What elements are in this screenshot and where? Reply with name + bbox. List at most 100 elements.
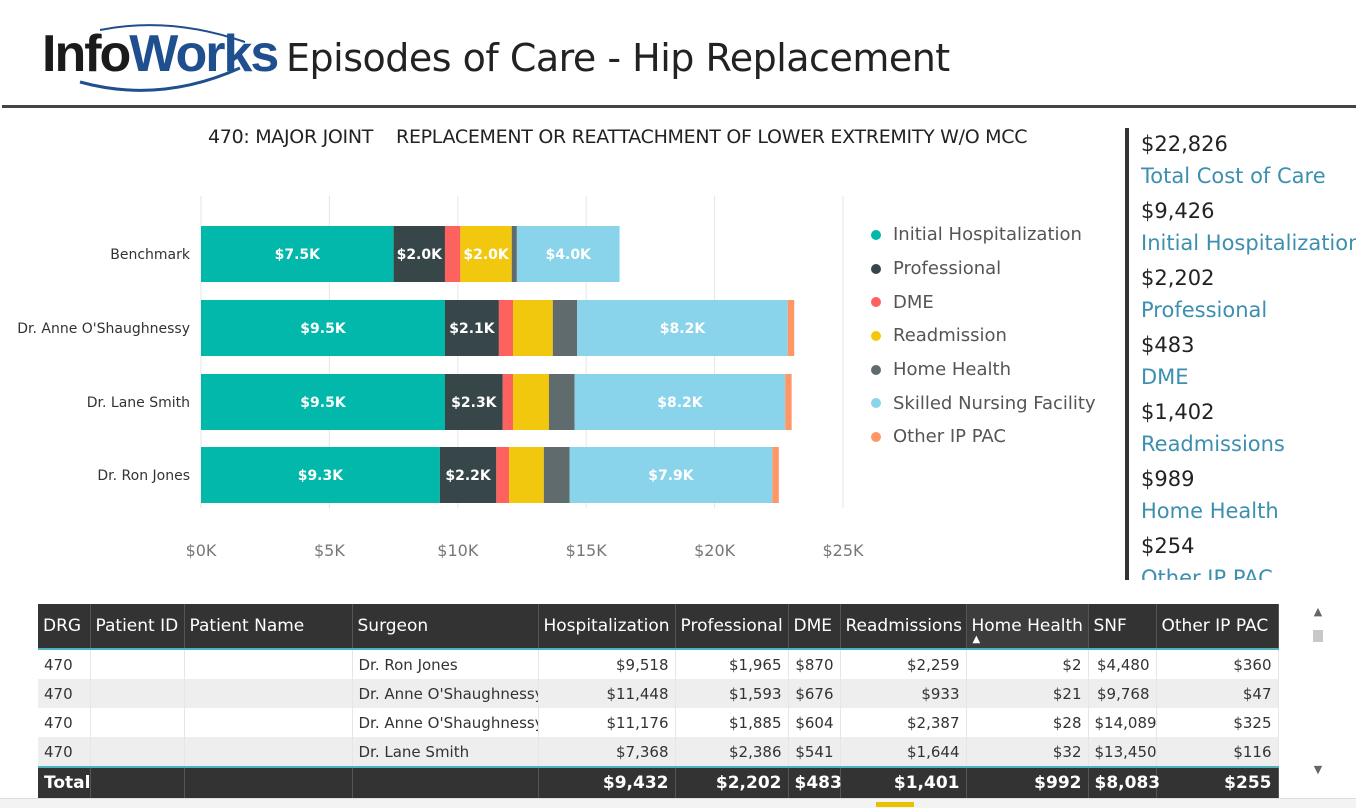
column-header[interactable]: Home Health ▲ [966,604,1089,649]
table-row[interactable]: 470 Dr. Anne O'Shaughnessy $11,448 $1,593 $6… [38,679,1279,708]
bar-segment[interactable] [516,226,620,282]
bar-segment[interactable] [444,226,461,282]
column-header[interactable]: DRG [38,604,91,649]
bar-segment[interactable] [496,447,510,503]
logo-wordmark: InfoWorks [42,25,279,83]
x-tick-label: $5K [314,541,345,560]
bar-segment[interactable] [201,374,445,430]
kpi-card: $9,426 Initial Hospitalization [1141,195,1356,262]
kpi-label: Other IP PAC [1141,566,1273,580]
table-row[interactable]: 470 Dr. Ron Jones $9,518 $1,965 $870 $2,259 $2… [38,649,1279,679]
page-tabs-strip [0,798,1356,808]
bar-segment[interactable] [393,226,445,282]
table-cell [90,679,185,708]
legend-item[interactable]: Initial Hospitalization [868,218,1096,252]
column-header[interactable]: Hospitalization [538,604,676,649]
logo-text-works: Works [129,25,279,83]
bar-segment[interactable] [513,300,553,356]
column-header[interactable]: Professional [675,604,789,649]
table-cell: Dr. Anne O'Shaughnessy [352,679,539,708]
sort-ascending-icon[interactable]: ▲ [972,634,981,645]
legend-item[interactable]: Skilled Nursing Facility [868,386,1096,420]
category-label: Dr. Lane Smith [87,395,190,411]
legend-dot-icon [871,398,881,409]
column-header[interactable]: Surgeon [352,604,539,649]
table-cell: $2,387 [840,708,967,737]
active-page-indicator[interactable] [876,802,914,807]
header-divider [2,105,1356,108]
table-cell: $9,768 [1088,679,1157,708]
bar-segment[interactable] [548,374,575,430]
table-cell: $1,593 [675,679,789,708]
column-header[interactable]: SNF [1088,604,1157,649]
table-cell: 470 [38,649,91,679]
bar-segment[interactable] [511,226,517,282]
bar-segment[interactable] [201,447,440,503]
x-tick-label: $25K [822,541,864,560]
page-title: Episodes of Care - Hip Replacement [286,36,950,80]
bar-segment[interactable] [201,300,445,356]
column-header[interactable]: Patient Name [184,604,353,649]
bar-segment[interactable] [201,226,394,282]
column-header-label: Readmissions [845,616,962,636]
bar-segment[interactable] [444,300,499,356]
bar-segment[interactable] [785,374,792,430]
column-header-label: Surgeon [357,616,429,636]
table-cell [184,737,353,767]
bar-segment[interactable] [552,300,578,356]
column-header[interactable]: Patient ID [90,604,185,649]
kpi-value: $2,202 [1141,266,1215,290]
table-cell [184,679,353,708]
bar-data-label: $2.2K [445,468,492,484]
legend-dot-icon [871,364,881,375]
bar-segment[interactable] [574,374,786,430]
legend-item[interactable]: Home Health [868,353,1096,387]
bar-data-label: $2.3K [451,395,498,411]
legend-item[interactable]: Other IP PAC [868,420,1096,454]
bar-segment[interactable] [569,447,773,503]
bar-segment[interactable] [513,374,549,430]
bar-segment[interactable] [543,447,570,503]
bar-segment[interactable] [498,300,514,356]
x-tick-label: $15K [566,541,608,560]
bar-segment[interactable] [772,447,779,503]
table-cell: $9,518 [538,649,676,679]
legend-label: Initial Hospitalization [893,224,1082,246]
legend-item[interactable]: Readmission [868,319,1096,353]
table-cell: $32 [966,737,1089,767]
legend-label: Skilled Nursing Facility [893,392,1096,414]
table-cell: $47 [1156,679,1279,708]
legend-item[interactable]: DME [868,285,1096,319]
table-row[interactable]: 470 Dr. Lane Smith $7,368 $2,386 $541 $1,644 $… [38,737,1279,767]
table-scrollbar[interactable]: ▲ ▼ [1310,604,1326,780]
bar-segment[interactable] [502,374,514,430]
table-cell: Dr. Ron Jones [352,649,539,679]
column-header[interactable]: DME [788,604,841,649]
scroll-down-icon[interactable]: ▼ [1313,763,1323,776]
table-cell: $28 [966,708,1089,737]
scroll-up-icon[interactable]: ▲ [1313,605,1323,618]
table-cell: $11,448 [538,679,676,708]
bar-segment[interactable] [460,226,512,282]
bar-segment[interactable] [787,300,795,356]
scroll-track[interactable] [1313,620,1323,762]
bar-data-label: $9.5K [300,321,347,337]
legend-label: DME [893,291,934,313]
scroll-thumb[interactable] [1313,630,1323,642]
bar-data-label: $8.2K [657,395,704,411]
table-cell: $541 [788,737,841,767]
bar-segment[interactable] [577,300,788,356]
legend-item[interactable]: Professional [868,252,1096,286]
table-cell: $676 [788,679,841,708]
bar-segment[interactable] [509,447,544,503]
bar-segment[interactable] [444,374,503,430]
table-row[interactable]: 470 Dr. Anne O'Shaughnessy $11,176 $1,885 $6… [38,708,1279,737]
table-cell [184,708,353,737]
table-cell: $604 [788,708,841,737]
bar-segment[interactable] [439,447,497,503]
stacked-bar-chart[interactable]: $0K $5K $10K $15K $20K $25K Benchmark $7.5K $2.0… [0,190,880,570]
kpi-card: $989 Home Health [1141,463,1356,530]
column-header[interactable]: Other IP PAC [1156,604,1279,649]
column-header[interactable]: Readmissions [840,604,967,649]
table-cell: $11,176 [538,708,676,737]
